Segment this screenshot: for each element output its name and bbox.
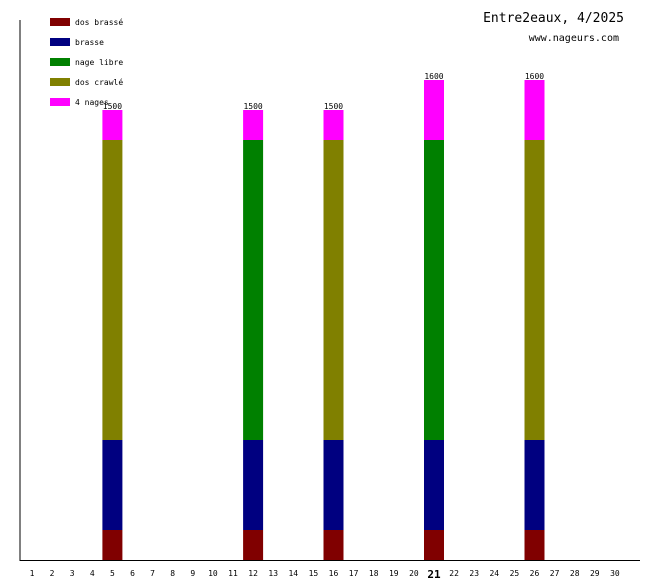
bar-day-5-series-0 — [102, 530, 123, 560]
bars-layer — [102, 80, 545, 560]
legend-label-1: brasse — [75, 38, 104, 47]
legend-label-2: nage libre — [75, 58, 123, 67]
bar-day-16-series-3 — [323, 140, 344, 440]
x-tick-label-8: 8 — [170, 569, 175, 578]
bar-day-26-series-4 — [524, 80, 545, 140]
x-tick-label-4: 4 — [90, 569, 95, 578]
x-tick-label-22: 22 — [449, 569, 459, 578]
x-tick-label-5: 5 — [110, 569, 115, 578]
legend-label-3: dos crawlé — [75, 77, 123, 87]
x-tick-label-2: 2 — [50, 569, 55, 578]
x-tick-label-12: 12 — [248, 569, 258, 578]
bar-day-5-series-1 — [102, 440, 123, 530]
legend-swatch-0 — [50, 18, 70, 26]
x-tick-label-20: 20 — [409, 569, 419, 578]
bar-day-26-series-3 — [524, 140, 545, 440]
bar-day-26-series-1 — [524, 440, 545, 530]
x-tick-label-19: 19 — [389, 569, 399, 578]
bar-total-label-day-5: 1500 — [103, 102, 122, 111]
bar-day-16-series-0 — [323, 530, 344, 560]
chart-subtitle: www.nageurs.com — [529, 33, 619, 44]
bar-labels-layer: 1500 1500 1500 1600 1600 — [103, 72, 545, 111]
legend-swatch-3 — [50, 78, 70, 86]
bar-day-5-series-3 — [102, 140, 123, 440]
x-tick-label-21: 21 — [427, 568, 441, 580]
bar-day-21-series-4 — [424, 80, 444, 140]
x-tick-label-11: 11 — [228, 569, 238, 578]
x-tick-label-17: 17 — [349, 569, 359, 578]
chart-title: Entre2eaux, 4/2025 — [483, 11, 624, 26]
legend-swatch-2 — [50, 58, 70, 66]
bar-day-16-series-4 — [323, 110, 344, 140]
bar-day-12-series-1 — [243, 440, 264, 530]
bar-total-label-day-16: 1500 — [324, 102, 343, 111]
x-tick-label-3: 3 — [70, 569, 75, 578]
x-tick-label-29: 29 — [590, 569, 600, 578]
x-tick-labels: 1 2 3 4 5 6 7 8 9 10 11 12 13 14 15 16 17 18 19 20 21 22 23 24 2… — [30, 568, 620, 580]
bar-day-16-series-1 — [323, 440, 344, 530]
x-tick-label-14: 14 — [288, 569, 298, 578]
bar-day-5-series-4 — [102, 110, 123, 140]
bar-total-label-day-21: 1600 — [424, 72, 443, 81]
legend-swatch-1 — [50, 38, 70, 46]
legend-label-0: dos brassé — [75, 17, 123, 27]
legend: dos brassé brasse nage libre dos crawlé 4 na… — [50, 17, 123, 107]
x-tick-label-24: 24 — [489, 569, 499, 578]
x-tick-label-27: 27 — [550, 569, 560, 578]
x-tick-label-30: 30 — [610, 569, 620, 578]
x-tick-label-10: 10 — [208, 569, 218, 578]
x-tick-label-15: 15 — [309, 569, 319, 578]
x-tick-label-25: 25 — [510, 569, 520, 578]
bar-day-12-series-2 — [243, 140, 264, 440]
bar-total-label-day-12: 1500 — [243, 102, 262, 111]
x-tick-label-1: 1 — [30, 569, 35, 578]
x-tick-label-16: 16 — [329, 569, 339, 578]
x-tick-label-26: 26 — [530, 569, 540, 578]
x-tick-label-23: 23 — [469, 569, 479, 578]
x-tick-label-13: 13 — [268, 569, 278, 578]
bar-day-21-series-1 — [424, 440, 444, 530]
bar-day-26-series-0 — [524, 530, 545, 560]
legend-swatch-4 — [50, 98, 70, 106]
bar-total-label-day-26: 1600 — [525, 72, 544, 81]
bar-day-21-series-0 — [424, 530, 444, 560]
x-tick-label-9: 9 — [190, 569, 195, 578]
bar-day-12-series-0 — [243, 530, 264, 560]
legend-label-4: 4 nages — [75, 98, 109, 107]
x-tick-label-18: 18 — [369, 569, 379, 578]
x-tick-label-6: 6 — [130, 569, 135, 578]
bar-day-12-series-4 — [243, 110, 264, 140]
x-tick-label-28: 28 — [570, 569, 580, 578]
bar-day-21-series-2 — [424, 140, 444, 440]
x-tick-label-7: 7 — [150, 569, 155, 578]
